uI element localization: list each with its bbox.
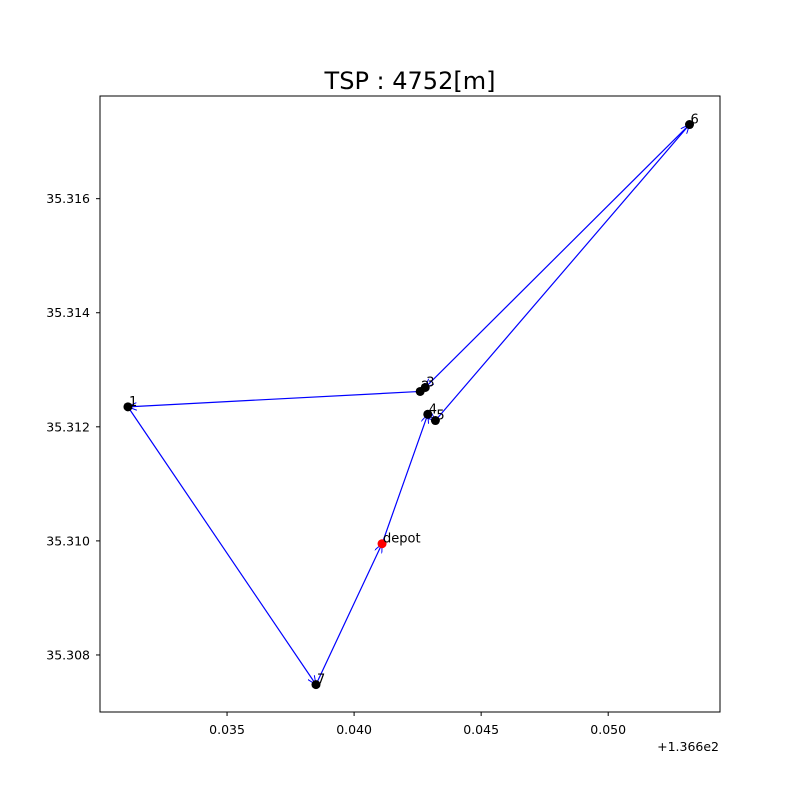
node-point-7 bbox=[311, 680, 321, 690]
x-tick-label: 0.035 bbox=[209, 722, 245, 737]
route-arrow-2-to-1 bbox=[128, 390, 421, 406]
points-layer: depot1234567 bbox=[123, 113, 699, 690]
route-arrow-7-to-depot bbox=[315, 544, 383, 685]
node-label-3: 3 bbox=[426, 375, 434, 390]
node-label-6: 6 bbox=[691, 113, 699, 128]
node-point-1 bbox=[123, 402, 133, 412]
depot-label: depot bbox=[383, 532, 421, 547]
plot-area-frame bbox=[99, 95, 721, 713]
route-arrow-depot-to-4 bbox=[381, 414, 428, 544]
x-tick-label: 0.050 bbox=[590, 722, 626, 737]
node-label-4: 4 bbox=[429, 402, 437, 417]
y-tick-label: 35.312 bbox=[46, 419, 90, 434]
x-tick-label: 0.040 bbox=[336, 722, 372, 737]
node-point-3 bbox=[420, 382, 430, 392]
y-tick-label: 35.314 bbox=[46, 305, 90, 320]
y-tick-label: 35.316 bbox=[46, 191, 90, 206]
route-arrow-1-to-7 bbox=[127, 406, 316, 685]
node-point-4 bbox=[423, 409, 433, 419]
x-tick-label: 0.045 bbox=[463, 722, 499, 737]
y-tick-label: 35.310 bbox=[46, 533, 90, 548]
chart-title: TSP : 4752[m] bbox=[324, 67, 496, 95]
node-label-5: 5 bbox=[436, 409, 444, 424]
axes-layer: 0.035 0.040 0.045 0.05035.30835.31035.31235… bbox=[46, 191, 626, 737]
node-label-1: 1 bbox=[129, 395, 137, 410]
node-point-5 bbox=[430, 416, 440, 426]
route-arrow-6-to-3 bbox=[425, 124, 690, 388]
x-offset-label: +1.366e2 bbox=[657, 739, 719, 754]
route-arrow-5-to-6 bbox=[434, 125, 689, 421]
y-tick-label: 35.308 bbox=[46, 647, 90, 662]
node-label-7: 7 bbox=[317, 673, 325, 688]
route-layer bbox=[128, 125, 690, 685]
node-point-6 bbox=[685, 120, 695, 130]
depot-point bbox=[377, 539, 387, 549]
